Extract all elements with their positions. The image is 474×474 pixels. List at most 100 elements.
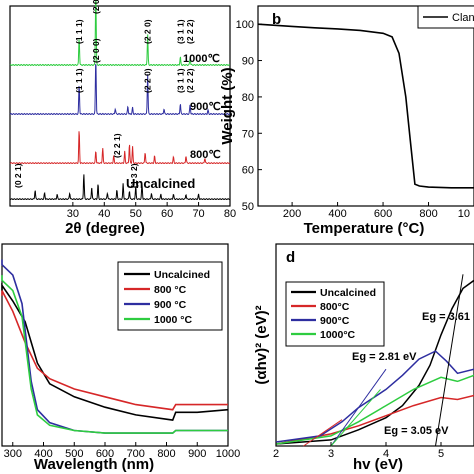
tauc-curve-3 — [275, 374, 474, 445]
xrd-peak-label: (2 2 0) — [143, 68, 153, 93]
label-900: 900℃ — [190, 101, 221, 113]
panel-c-legend-label: 800 °C — [154, 284, 187, 296]
xrd-curve-1 — [9, 131, 231, 165]
panel-b-y-tick-label: 80 — [242, 92, 254, 104]
panel-a-x-tick-label: 80 — [224, 208, 236, 220]
panel-d-letter: d — [286, 249, 295, 266]
xrd-curve-0 — [9, 174, 231, 201]
panel-c-legend-label: 900 °C — [154, 299, 187, 311]
panel-d-legend-label: 800°C — [320, 301, 350, 313]
panel-b-x-tick-label: 800 — [419, 208, 437, 220]
panel-b-letter: b — [272, 11, 281, 28]
panel-b-x-tick-label: 600 — [374, 208, 392, 220]
panel-b-x-tick-label: 200 — [283, 208, 301, 220]
panel-d-x-tick-label: 2 — [273, 448, 279, 460]
xrd-peak-label: (2 2 0) — [143, 19, 153, 44]
panel-c-x-tick-label: 600 — [96, 448, 114, 460]
panel-d-legend-label: 900°C — [320, 315, 350, 327]
xrd-peak-label: (3 1 1) — [175, 68, 185, 93]
panel-b-ylabel: Weight (%) — [219, 67, 236, 144]
tauc-curve-2 — [275, 350, 474, 443]
panel-b-legend-label: Clan — [452, 12, 474, 24]
xrd-peak-label: (0 2 1) — [13, 163, 23, 188]
tauc-curve-1 — [275, 394, 474, 445]
panel-c-curves — [1, 259, 229, 434]
xrd-curve-2 — [9, 63, 231, 116]
panel-b-xlabel: Temperature (°C) — [304, 220, 425, 237]
panel-d-ylabel: (αhv)² (eV)² — [253, 305, 270, 384]
panel-a-frame — [9, 5, 231, 207]
label-800: 800℃ — [190, 149, 221, 161]
panel-b-x-tick-label: 400 — [328, 208, 346, 220]
panel-c-x-tick-label: 500 — [65, 448, 83, 460]
panel-b-frame — [257, 5, 474, 207]
panel-d-curves — [275, 274, 474, 447]
panel-b-curve — [257, 23, 474, 189]
panel-a-annotations: (0 2 1) (2 2 1) (1 3 2) (1 1 1) (2 0 0) (2 2 … — [13, 0, 195, 188]
panel-d-frame — [275, 243, 474, 447]
panel-b: b Clan 200 400 600 800 10 50 60 70 80 90 100 Weigh… — [219, 5, 474, 237]
panel-a-xlabel: 2θ (degree) — [65, 220, 145, 237]
tauc-curve-0 — [275, 279, 474, 445]
xrd-peak-label: (2 2 1) — [112, 133, 122, 158]
tga-curve — [257, 23, 474, 189]
panel-a-x-tick-label: 30 — [67, 208, 79, 220]
panel-b-ticks: 200 400 600 800 10 50 60 70 80 90 100 — [236, 19, 470, 220]
panel-a: (0 2 1) (2 2 1) (1 3 2) (1 1 1) (2 0 0) (2 2 … — [9, 0, 236, 237]
uv-curve-3 — [1, 275, 228, 434]
xrd-peak-label: (2 2 2) — [185, 68, 195, 93]
panel-c-x-tick-label: 300 — [4, 448, 22, 460]
panel-d-x-tick-label: 5 — [438, 448, 444, 460]
xrd-peak-label: (1 3 2) — [129, 163, 139, 188]
panel-d: d Uncalcined 800°C 900°C 1000°C Eg = 3.61 e… — [253, 243, 474, 473]
panel-c-legend: Uncalcined 800 °C 900 °C 1000 °C — [124, 269, 210, 326]
panel-c-x-tick-label: 700 — [127, 448, 145, 460]
panel-a-x-tick-label: 40 — [98, 208, 110, 220]
tauc-tangent-0 — [435, 274, 464, 447]
panel-a-x-tick-label: 60 — [161, 208, 173, 220]
panel-c-x-ticks: 300 400 500 600 700 800 900 1000 — [4, 442, 240, 460]
panel-c-legend-label: Uncalcined — [154, 269, 210, 281]
tauc-tangent-1 — [330, 368, 387, 447]
panel-c: Uncalcined 800 °C 900 °C 1000 °C 300 400 500 6… — [1, 243, 240, 473]
xrd-peak-label: (1 1 1) — [74, 19, 84, 44]
panel-d-legend-label: 1000°C — [320, 329, 356, 341]
panel-a-x-ticks: 30 40 50 60 70 80 — [67, 202, 236, 220]
panel-d-xlabel: hv (eV) — [353, 456, 403, 473]
panel-b-x-tick-label-extra: 10 — [458, 208, 470, 220]
xrd-curve-3 — [9, 0, 231, 67]
panel-b-y-tick-label: 90 — [242, 56, 254, 68]
panel-c-x-tick-label: 1000 — [216, 448, 240, 460]
panel-d-x-tick-label: 4 — [383, 448, 389, 460]
uv-curve-1 — [1, 290, 228, 411]
panel-b-y-tick-label: 50 — [242, 201, 254, 213]
panel-d-eg2: Eg = 2.81 eV — [352, 351, 417, 363]
label-1000: 1000℃ — [183, 53, 220, 65]
xrd-peak-label: (1 1 1) — [74, 68, 84, 93]
xrd-peak-label: (2 0 0) — [91, 38, 101, 63]
panel-b-y-tick-label: 100 — [236, 19, 254, 31]
panel-c-legend-label: 1000 °C — [154, 314, 192, 326]
uv-curve-0 — [1, 282, 229, 421]
panel-b-y-tick-label: 60 — [242, 165, 254, 177]
panel-c-x-tick-label: 800 — [157, 448, 175, 460]
panel-d-x-ticks: 2 3 4 5 — [273, 442, 444, 460]
label-uncalcined: Uncalcined — [126, 176, 195, 191]
xrd-peak-label: (2 2 2) — [185, 19, 195, 44]
tauc-tangent-2 — [330, 389, 381, 447]
panel-b-y-tick-label: 70 — [242, 128, 254, 140]
panel-c-xlabel: Wavelength (nm) — [34, 456, 154, 473]
xrd-peak-label: (2 0 0) — [91, 0, 101, 14]
panel-c-frame — [1, 243, 229, 447]
panel-d-legend-label: Uncalcined — [320, 287, 376, 299]
xrd-peak-label: (3 1 1) — [175, 19, 185, 44]
panel-d-eg1: Eg = 3.61 eV — [422, 311, 474, 323]
panel-a-x-tick-label: 50 — [130, 208, 142, 220]
panel-c-x-tick-label: 900 — [188, 448, 206, 460]
panel-a-x-tick-label: 70 — [192, 208, 204, 220]
tauc-tangent-3 — [303, 419, 343, 447]
panel-d-x-tick-label: 3 — [328, 448, 334, 460]
panel-d-legend: Uncalcined 800°C 900°C 1000°C — [291, 287, 376, 341]
panel-a-curves — [9, 0, 231, 201]
